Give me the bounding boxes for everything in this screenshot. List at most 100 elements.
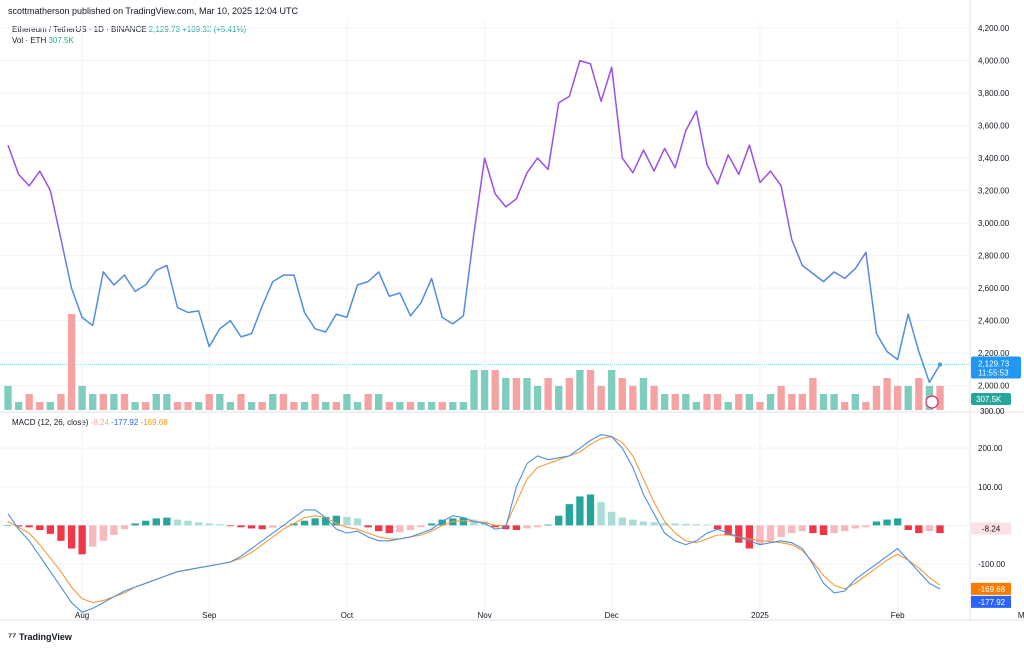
macd-histogram-bar bbox=[872, 521, 881, 526]
volume-bar bbox=[788, 394, 796, 410]
macd-line bbox=[7, 434, 941, 613]
macd-histogram-bar bbox=[14, 525, 23, 527]
volume-bar bbox=[692, 402, 701, 410]
volume-label[interactable]: Vol · ETH bbox=[12, 36, 47, 45]
volume-bar bbox=[470, 370, 478, 410]
macd-histogram-bar bbox=[586, 494, 595, 526]
time-tick: 2025 bbox=[751, 611, 769, 620]
macd-histogram-bar bbox=[438, 519, 446, 526]
volume-bar bbox=[173, 402, 182, 410]
volume-bar bbox=[819, 394, 828, 410]
volume-bar bbox=[766, 394, 775, 410]
volume-bar bbox=[152, 394, 160, 410]
macd-histogram-bar bbox=[396, 525, 404, 533]
tradingview-logo[interactable]: ⁷⁷ TradingView bbox=[8, 632, 72, 643]
macd-histogram-bar bbox=[57, 525, 65, 541]
volume-bar bbox=[89, 394, 97, 410]
volume-bar bbox=[25, 394, 33, 410]
volume-bar bbox=[459, 402, 468, 410]
macd-histogram-bar bbox=[915, 525, 923, 534]
volume-bar bbox=[650, 386, 658, 410]
volume-bar bbox=[131, 402, 139, 410]
price-tick: 4,000.00 bbox=[978, 57, 1010, 66]
volume-bar bbox=[438, 402, 446, 410]
macd-histogram-bar bbox=[597, 502, 605, 526]
price-tick: 2,400.00 bbox=[978, 317, 1010, 326]
volume-bar bbox=[353, 402, 362, 410]
volume-bar bbox=[735, 394, 743, 410]
volume-bar bbox=[269, 394, 277, 410]
macd-histogram-bar bbox=[809, 525, 817, 534]
volume-bar bbox=[120, 394, 129, 410]
price-tick: 2,600.00 bbox=[978, 284, 1010, 293]
volume-bar bbox=[427, 402, 436, 410]
macd-histogram-bar bbox=[713, 525, 722, 530]
volume-bar bbox=[893, 386, 902, 410]
macd-histogram-bar bbox=[883, 519, 891, 526]
macd-histogram-bar bbox=[163, 517, 171, 526]
volume-bar bbox=[375, 394, 383, 410]
volume-bar bbox=[480, 370, 489, 410]
volume-bar bbox=[343, 394, 351, 410]
macd-histogram-bar bbox=[618, 517, 626, 526]
macd-histogram-bar bbox=[544, 524, 552, 526]
volume-bar bbox=[216, 394, 224, 410]
volume-bar bbox=[502, 378, 510, 410]
time-tick: Feb bbox=[891, 611, 905, 620]
volume-bar bbox=[322, 402, 330, 410]
volume-bar bbox=[671, 394, 679, 410]
macd-histogram-bar bbox=[660, 523, 669, 526]
time-axis[interactable]: Aug Sep Oct Nov Dec 2025 Feb Mar bbox=[75, 611, 1024, 620]
price-axis[interactable]: 4,200.00 4,000.00 3,800.00 3,600.00 3,400.00… bbox=[971, 24, 1021, 608]
volume-bar bbox=[682, 394, 690, 410]
histogram-label-box bbox=[971, 522, 1011, 535]
macd-histogram-bar bbox=[555, 515, 563, 526]
volume-bar bbox=[491, 370, 499, 410]
macd-histogram-bar bbox=[925, 525, 934, 532]
volume-bar bbox=[703, 394, 711, 410]
volume-bar bbox=[237, 394, 245, 410]
volume-bar bbox=[851, 394, 859, 410]
volume-bar bbox=[777, 386, 785, 410]
volume-bar bbox=[417, 402, 425, 410]
macd-histogram-bar bbox=[269, 525, 277, 528]
time-tick: Sep bbox=[202, 611, 217, 620]
price-tick: 3,600.00 bbox=[978, 122, 1010, 131]
macd-tick: 200.00 bbox=[978, 444, 1003, 453]
macd-signal-value: -169.68 bbox=[140, 418, 168, 427]
volume-legend: Vol · ETH 307.5K bbox=[12, 36, 74, 45]
macd-histogram-bar bbox=[205, 523, 213, 526]
macd-histogram-bar bbox=[46, 525, 55, 534]
volume-bar bbox=[555, 386, 563, 410]
macd-histogram-bar bbox=[67, 525, 76, 549]
macd-histogram-bar bbox=[565, 504, 573, 526]
volume-bar bbox=[46, 402, 55, 410]
volume-bar bbox=[597, 386, 605, 410]
volume-bar bbox=[279, 394, 288, 410]
volume-bar bbox=[258, 402, 266, 410]
symbol-name[interactable]: Ethereum / TetherUS · 1D · BINANCE bbox=[12, 25, 147, 34]
price-label: 2,129.73 bbox=[978, 360, 1010, 369]
macd-histogram-bar bbox=[576, 496, 584, 526]
volume-bar bbox=[247, 402, 256, 410]
grid-lines bbox=[0, 0, 1024, 621]
volume-bar bbox=[4, 386, 12, 410]
macd-pane bbox=[4, 434, 944, 613]
macd-histogram-bar bbox=[756, 525, 764, 545]
volume-bar bbox=[904, 386, 912, 410]
macd-histogram-bar bbox=[131, 523, 139, 526]
macd-tick: 100.00 bbox=[978, 483, 1003, 492]
macd-label[interactable]: MACD (12, 26, close) bbox=[12, 418, 89, 427]
price-tick: 3,200.00 bbox=[978, 187, 1010, 196]
macd-tick: -100.00 bbox=[978, 560, 1006, 569]
macd-histogram-bar bbox=[247, 525, 256, 529]
volume-bar bbox=[36, 402, 44, 410]
volume-bar bbox=[385, 402, 393, 410]
macd-histogram-bar bbox=[216, 524, 224, 526]
volume-bar bbox=[936, 386, 944, 410]
macd-histogram-bar bbox=[936, 525, 944, 534]
macd-histogram-bar bbox=[110, 525, 118, 536]
macd-histogram-bar bbox=[25, 525, 33, 528]
price-tick: 2,800.00 bbox=[978, 252, 1010, 261]
